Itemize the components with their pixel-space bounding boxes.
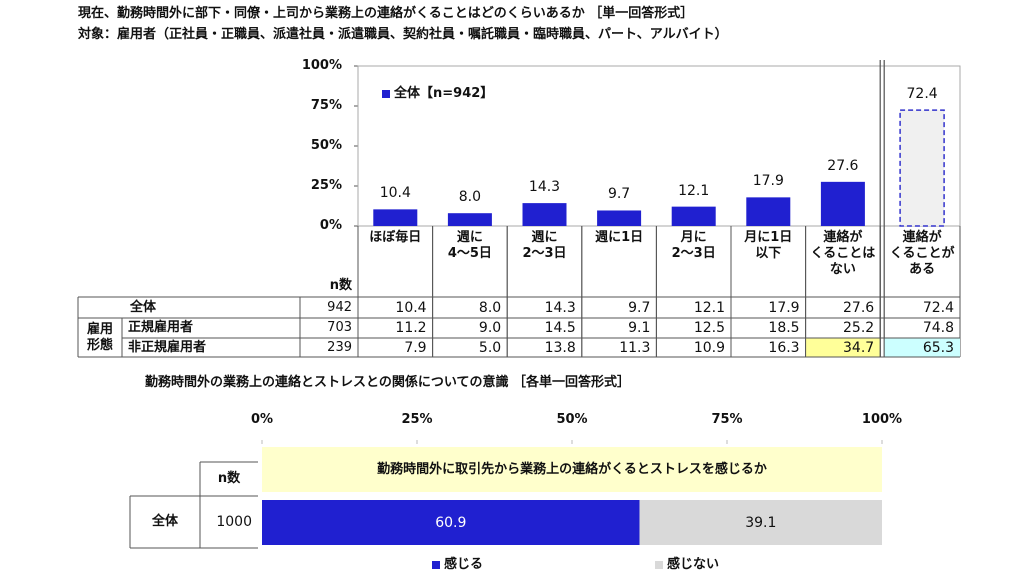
y-tick-label: 25% <box>310 178 342 193</box>
data-label: 10.4 <box>379 185 411 202</box>
x-tick-label: ほぼ毎日 <box>369 230 422 245</box>
data-label: 17.9 <box>752 173 784 190</box>
legend-swatch <box>432 561 440 569</box>
bar-segment <box>639 500 882 545</box>
table-cell: 12.1 <box>693 299 725 316</box>
x-tick-label: 0% <box>250 412 274 427</box>
row-label: 全体 <box>130 299 157 315</box>
table-cell: 9.0 <box>478 320 502 336</box>
table-cell: 65.3 <box>922 339 954 356</box>
table-cell: 27.6 <box>843 299 875 316</box>
x-tick-label: 週に 4～5日 <box>447 230 492 261</box>
n-header: n数 <box>217 471 241 486</box>
x-tick-label: 75% <box>711 412 743 427</box>
bar <box>447 213 492 226</box>
row-n: 942 <box>327 299 352 315</box>
bar <box>820 181 865 226</box>
y-tick-label: 0% <box>319 218 342 233</box>
x-tick-label: 50% <box>556 412 588 427</box>
bar <box>597 210 642 226</box>
data-label: 14.3 <box>528 179 561 196</box>
table-cell: 13.8 <box>544 339 576 356</box>
table-cell: 8.0 <box>478 299 502 316</box>
chart-title: 勤務時間外の業務上の連絡とストレスとの関係についての意識 ［各単一回答形式］ <box>145 375 631 390</box>
table-cell: 9.1 <box>628 320 651 336</box>
highlight-cell <box>805 338 881 357</box>
table-cell: 18.5 <box>768 320 800 336</box>
row-n: 1000 <box>216 514 252 530</box>
bar <box>746 197 791 226</box>
table-cell: 9.7 <box>628 299 651 316</box>
highlight-cell <box>884 338 960 357</box>
subtitle: 対象：雇用者（正社員・正職員、派遣社員・派遣職員、契約社員・嘱託職員・臨時職員、… <box>78 27 728 42</box>
question: 勤務時間外に取引先から業務上の連絡がくるとストレスを感じるか <box>377 461 767 477</box>
table-cell: 72.4 <box>922 299 954 316</box>
x-tick-label: 週に1日 <box>595 230 644 245</box>
legend-label: 全体【n=942】 <box>394 86 494 101</box>
table-cell: 34.7 <box>843 339 875 356</box>
data-label: 72.4 <box>906 86 938 103</box>
separate-bar <box>899 109 945 227</box>
row-n: 703 <box>327 320 352 335</box>
x-tick-label: 週に 2～3日 <box>522 230 567 261</box>
data-label: 27.6 <box>827 157 859 174</box>
table-cell: 10.9 <box>693 339 725 356</box>
y-tick-label: 50% <box>310 138 342 153</box>
group-label: 雇用 形態 <box>86 321 113 353</box>
x-tick-label: 月に 2～3日 <box>671 230 716 261</box>
x-tick-label: 100% <box>861 412 903 427</box>
x-tick-label: 25% <box>401 412 433 427</box>
data-label: 12.1 <box>678 182 710 199</box>
bar <box>522 203 567 226</box>
data-label: 9.7 <box>607 186 631 203</box>
x-tick-label: 連絡が くることは ない <box>810 230 876 277</box>
bar <box>671 206 716 226</box>
data-label: 60.9 <box>435 514 467 531</box>
x-tick-label: 月に1日 以下 <box>744 230 793 261</box>
legend-label: 感じる <box>444 557 484 572</box>
row-n: 239 <box>327 339 352 355</box>
plot-frame <box>357 65 961 227</box>
legend-swatch <box>382 90 390 98</box>
y-tick-label: 75% <box>310 98 342 113</box>
table-cell: 10.4 <box>395 299 427 316</box>
bar-segment <box>262 500 640 545</box>
title: 現在、勤務時間外に部下・同僚・上司から業務上の連絡がくることはどのくらいあるか … <box>78 6 694 21</box>
table-cell: 74.8 <box>922 320 954 336</box>
question-box <box>262 447 882 492</box>
table-cell: 11.2 <box>395 320 427 336</box>
y-tick-label: 100% <box>301 58 342 73</box>
table-cell: 14.3 <box>544 299 576 316</box>
legend-label: 感じない <box>667 557 720 572</box>
table-cell: 17.9 <box>768 299 800 316</box>
table-cell: 16.3 <box>768 339 800 356</box>
table-cell: 25.2 <box>843 320 875 336</box>
legend-swatch <box>655 561 663 569</box>
table-cell: 12.5 <box>693 320 725 336</box>
x-tick-label: 連絡が くることが ある <box>889 230 955 277</box>
n-header: n数 <box>329 278 352 293</box>
table-cell: 5.0 <box>478 339 502 356</box>
row-label: 全体 <box>151 514 178 529</box>
row-label: 非正規雇用者 <box>128 339 207 355</box>
data-label: 39.1 <box>745 514 777 531</box>
row-label: 正規雇用者 <box>128 320 194 335</box>
data-label: 8.0 <box>458 189 482 206</box>
table-cell: 7.9 <box>404 339 427 356</box>
bar <box>373 209 418 226</box>
table-cell: 14.5 <box>544 320 576 336</box>
table-cell: 11.3 <box>619 339 651 356</box>
